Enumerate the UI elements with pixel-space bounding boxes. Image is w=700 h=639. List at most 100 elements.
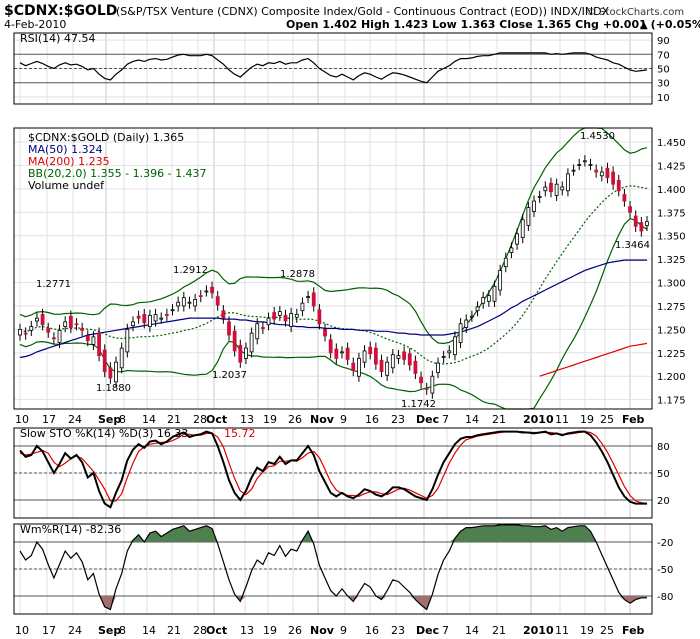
main-y-tick-label: 1.350 bbox=[657, 232, 686, 243]
wpr-x-tick-label: Dec bbox=[416, 624, 439, 637]
candle-body bbox=[549, 182, 553, 193]
bb-upper-line bbox=[19, 127, 648, 345]
wpr-y-tick-label: -20 bbox=[657, 538, 673, 549]
candle-body bbox=[616, 180, 621, 192]
main-x-tick-label: 26 bbox=[288, 413, 302, 426]
main-x-tick-label: 19 bbox=[263, 413, 277, 426]
candle-body bbox=[368, 346, 373, 355]
candle-body bbox=[385, 361, 390, 376]
candle-body bbox=[424, 387, 429, 390]
candle-body bbox=[503, 257, 508, 268]
candle-body bbox=[396, 355, 401, 359]
candle-body bbox=[46, 328, 51, 333]
candle-body bbox=[29, 326, 34, 331]
candle-body bbox=[244, 347, 248, 359]
main-x-tick-label: Dec bbox=[416, 413, 439, 426]
candle-body bbox=[272, 312, 277, 320]
main-y-tick-label: 1.325 bbox=[657, 255, 686, 266]
main-x-tick-label: 8 bbox=[119, 413, 126, 426]
wpr-x-tick-label: 7 bbox=[442, 624, 449, 637]
wpr-x-tick-label: 8 bbox=[119, 624, 126, 637]
candle-body bbox=[306, 296, 310, 299]
candle-body bbox=[441, 356, 446, 358]
rsi-y-tick-label: 90 bbox=[657, 36, 670, 47]
wpr-x-tick-label: 14 bbox=[142, 624, 156, 637]
frames-layer bbox=[13, 32, 653, 615]
candle-body bbox=[35, 317, 39, 322]
candle-body bbox=[622, 194, 627, 202]
main-x-tick-label: 28 bbox=[193, 413, 207, 426]
wpr-x-tick-label: Feb bbox=[622, 624, 645, 637]
wpr-x-tick-label: 10 bbox=[15, 624, 29, 637]
legend-ma200: MA(200) 1.235 bbox=[28, 155, 110, 168]
candle-body bbox=[114, 361, 118, 383]
quote-date: 4-Feb-2010 bbox=[4, 18, 66, 31]
candle-body bbox=[277, 311, 282, 316]
wpr-line bbox=[19, 524, 647, 611]
candle-body bbox=[227, 321, 231, 336]
rsi-y-tick-label: 50 bbox=[657, 65, 670, 76]
main-x-tick-label: Oct bbox=[206, 413, 227, 426]
candle-body bbox=[498, 269, 503, 291]
main-x-tick-label: 13 bbox=[240, 413, 254, 426]
bb-lower-line bbox=[19, 217, 648, 410]
main-x-tick-label: 25 bbox=[600, 413, 614, 426]
main-x-tick-label: 10 bbox=[15, 413, 29, 426]
rsi-y-tick-label: 70 bbox=[657, 50, 670, 61]
main-x-tick-label: Nov bbox=[310, 413, 335, 426]
candle-body bbox=[419, 376, 423, 384]
candle-body bbox=[232, 330, 237, 352]
candle-body bbox=[407, 353, 412, 366]
candle-body bbox=[639, 222, 644, 232]
rsi-line bbox=[19, 52, 648, 84]
candle-body bbox=[560, 186, 565, 191]
candle-body bbox=[40, 313, 45, 326]
candle-body bbox=[357, 358, 361, 377]
wpr-top-fill bbox=[20, 524, 647, 542]
wpr-x-tick-label: 19 bbox=[580, 624, 594, 637]
candle-body bbox=[345, 347, 350, 360]
wpr-x-tick-label: 9 bbox=[340, 624, 347, 637]
legend-volume: Volume undef bbox=[28, 179, 105, 192]
candle-body bbox=[91, 336, 96, 345]
candle-body bbox=[486, 295, 491, 302]
candle-body bbox=[198, 295, 203, 298]
main-x-tick-label: 11 bbox=[555, 413, 569, 426]
candle-body bbox=[458, 323, 463, 343]
price-annotation: 1.4530 bbox=[580, 131, 615, 142]
candle-body bbox=[148, 314, 152, 327]
wpr-x-tick-label: 21 bbox=[492, 624, 506, 637]
candle-body bbox=[170, 309, 175, 312]
price-annotation: 1.1880 bbox=[96, 383, 131, 394]
wpr-x-tick-label: Sep bbox=[98, 624, 121, 637]
main-x-tick-label: 23 bbox=[391, 413, 405, 426]
candle-body bbox=[153, 313, 158, 322]
candle-body bbox=[628, 206, 632, 213]
candle-body bbox=[283, 314, 288, 322]
main-x-tick-label: 19 bbox=[580, 413, 594, 426]
candle-body bbox=[543, 186, 548, 192]
wpr-x-tick-label: 19 bbox=[263, 624, 277, 637]
candle-body bbox=[430, 375, 435, 394]
legend-bb: BB(20,2.0) 1.355 - 1.396 - 1.437 bbox=[28, 167, 207, 180]
candle-body bbox=[300, 302, 305, 312]
candle-body bbox=[164, 313, 169, 316]
candle-body bbox=[142, 313, 147, 324]
wpr-x-tick-label: 14 bbox=[465, 624, 479, 637]
candle-body bbox=[554, 183, 559, 196]
main-y-tick-label: 1.450 bbox=[657, 138, 686, 149]
candle-body bbox=[379, 359, 384, 372]
candle-body bbox=[323, 328, 327, 337]
watermark: © StockCharts.com bbox=[586, 7, 684, 18]
rsi-label: RSI(14) 47.54 bbox=[20, 32, 95, 45]
main-y-tick-label: 1.225 bbox=[657, 349, 686, 360]
wpr-x-tick-label: 24 bbox=[68, 624, 82, 637]
main-x-tick-label: 21 bbox=[167, 413, 181, 426]
candle-body bbox=[351, 362, 356, 371]
candle-body bbox=[221, 310, 226, 319]
wpr-x-tick-label: 13 bbox=[240, 624, 254, 637]
main-y-tick-label: 1.175 bbox=[657, 396, 686, 407]
main-x-tick-label: 7 bbox=[442, 413, 449, 426]
candle-body bbox=[475, 306, 480, 312]
